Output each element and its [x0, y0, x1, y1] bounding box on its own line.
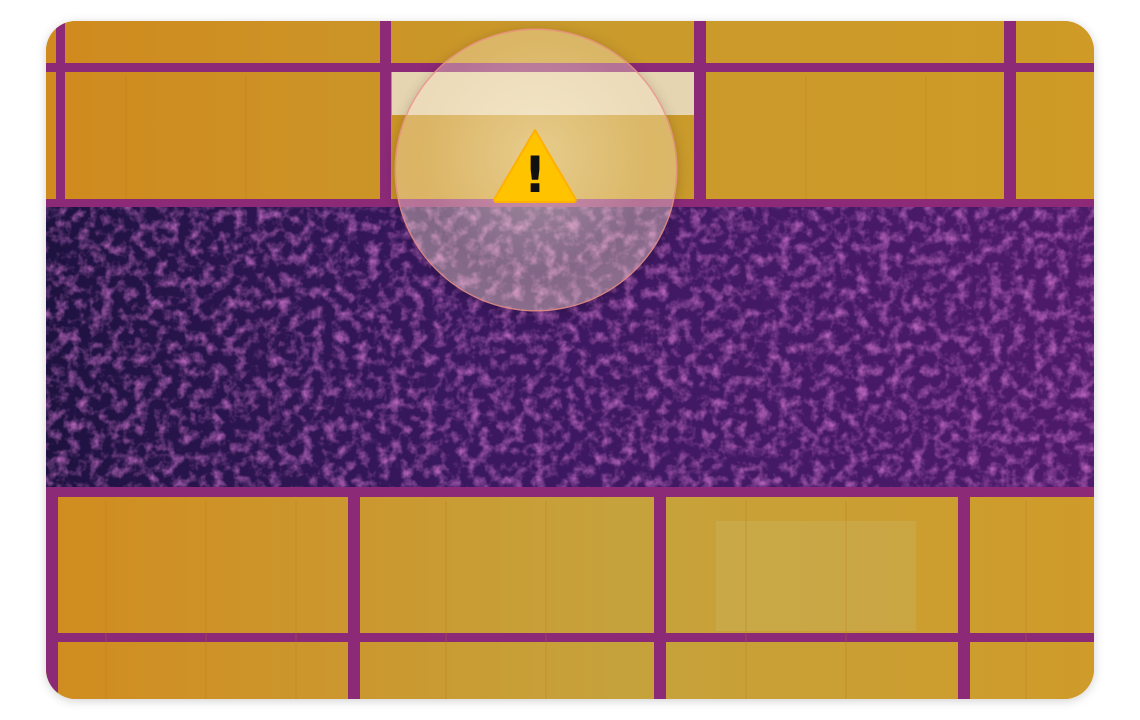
panel-cell-lines	[105, 76, 1027, 699]
warning-glyph: !	[524, 146, 547, 204]
thermal-image-card: !	[46, 21, 1094, 699]
warm-panel-area	[716, 521, 916, 631]
bottom-panel-row	[46, 489, 1094, 699]
bottom-frame-lines	[46, 487, 1094, 699]
warning-triangle-icon[interactable]: !	[491, 126, 579, 204]
thermal-scene	[46, 21, 1094, 699]
